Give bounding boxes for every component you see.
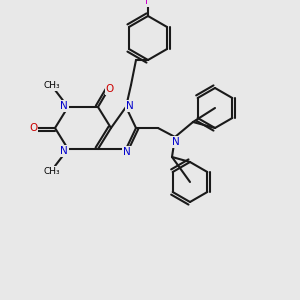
Text: N: N — [172, 137, 180, 147]
Text: O: O — [29, 123, 37, 133]
Text: CH₃: CH₃ — [44, 82, 60, 91]
Text: N: N — [60, 101, 68, 111]
Text: N: N — [60, 146, 68, 156]
Text: F: F — [145, 0, 151, 6]
Text: O: O — [106, 84, 114, 94]
Text: N: N — [126, 101, 134, 111]
Text: N: N — [123, 147, 131, 157]
Text: CH₃: CH₃ — [44, 167, 60, 176]
